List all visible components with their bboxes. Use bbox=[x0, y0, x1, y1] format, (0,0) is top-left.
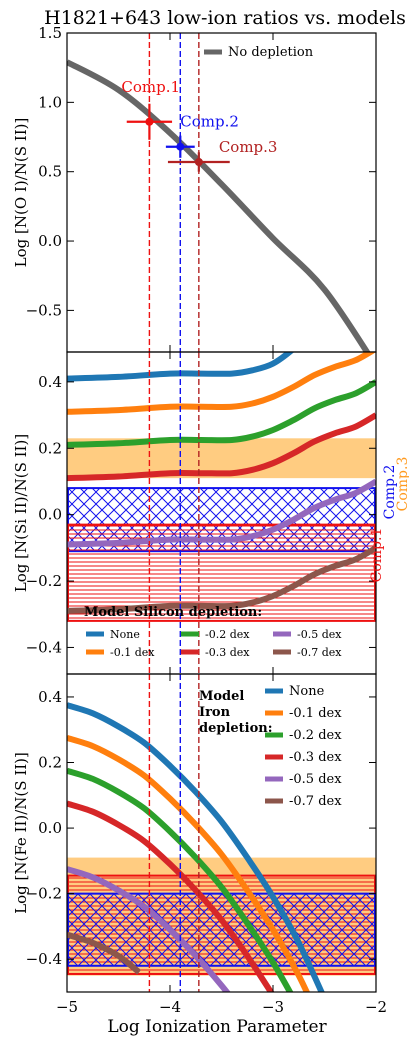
plot-area-oxygen bbox=[67, 33, 371, 352]
legend-entry-02dex-label: -0.2 dex bbox=[289, 728, 342, 743]
band-hatch bbox=[67, 892, 376, 967]
series-line-iron bbox=[67, 767, 294, 992]
y-tick-label: −0.4 bbox=[26, 950, 62, 968]
y-tick-label: 1.5 bbox=[38, 24, 62, 42]
series-line-oxygen bbox=[67, 59, 371, 352]
figure-title: H1821+643 low-ion ratios vs. models bbox=[44, 7, 406, 29]
data-point bbox=[176, 142, 185, 151]
legend-entry-01dex-label: -0.1 dex bbox=[289, 706, 342, 721]
y-tick-label: 0.4 bbox=[38, 373, 62, 391]
y-tick-label: 0.5 bbox=[38, 163, 62, 181]
y-tick-label: 0.4 bbox=[38, 688, 62, 706]
x-tick-label: −2 bbox=[365, 998, 387, 1016]
legend-entry-no-depletion-label: No depletion bbox=[228, 45, 314, 60]
series-line-iron bbox=[67, 702, 325, 992]
data-point bbox=[145, 117, 154, 126]
band-comp2-iron bbox=[67, 892, 376, 967]
y-tick-label: 0.0 bbox=[38, 819, 62, 837]
series-line-silicon bbox=[67, 545, 376, 614]
x-axis-label: Log Ionization Parameter bbox=[107, 1017, 327, 1037]
y-tick-label: −0.5 bbox=[26, 301, 62, 319]
point-label-comp3: Comp.3 bbox=[219, 138, 278, 156]
y-axis-label-iron: Log [N(Fe II)/N(S II)] bbox=[12, 752, 30, 914]
y-tick-label: −0.2 bbox=[26, 885, 62, 903]
y-axis-iron: 0.4 0.2 0.0 −0.2 −0.4 bbox=[26, 674, 377, 992]
plot-area-silicon bbox=[67, 352, 376, 674]
y-tick-label: −0.4 bbox=[26, 638, 62, 656]
y-tick-label: 1.0 bbox=[38, 93, 62, 111]
legend-entry-02dex-label: -0.2 dex bbox=[205, 628, 250, 641]
panel-silicon: 0.4 0.2 0.0 −0.2 −0.4 Log [N(Si II)/N(S II)] M… bbox=[12, 351, 409, 675]
series-line-iron bbox=[67, 800, 275, 992]
legend-entry-05dex-label: -0.5 dex bbox=[297, 628, 342, 641]
series-line-silicon bbox=[67, 352, 376, 415]
x-tick-label: −3 bbox=[262, 998, 284, 1016]
legend-silicon: Model Silicon depletion: None -0.1 dex -0.2… bbox=[84, 457, 409, 659]
plot-area-iron bbox=[67, 674, 376, 992]
panel-frame-iron bbox=[66, 673, 377, 993]
y-tick-label: 0.2 bbox=[38, 754, 62, 772]
series-line-silicon bbox=[67, 352, 295, 382]
y-axis-silicon: 0.4 0.2 0.0 −0.2 −0.4 bbox=[26, 352, 377, 674]
point-label-comp1: Comp.1 bbox=[121, 78, 180, 96]
measurement-comp3 bbox=[167, 152, 230, 172]
data-point bbox=[194, 157, 203, 166]
panel-oxygen: 1.5 1.0 0.5 0.0 −0.5 Log [N(O I)/N(S II)] No d… bbox=[12, 24, 377, 353]
legend-entry-03dex-label: -0.3 dex bbox=[289, 750, 342, 765]
series-line-iron bbox=[67, 931, 141, 975]
band-label-comp3: Comp.3 bbox=[395, 457, 409, 512]
legend-entry-05dex-label: -0.5 dex bbox=[289, 772, 342, 787]
y-tick-label: −0.2 bbox=[26, 572, 62, 590]
legend-entry-01dex-label: -0.1 dex bbox=[110, 646, 155, 659]
legend-title-line: Iron bbox=[199, 705, 231, 720]
panel-frame-oxygen bbox=[66, 32, 377, 353]
y-axis-label-oxygen: Log [N(O I)/N(S II)] bbox=[12, 118, 30, 268]
y-tick-label: 0.0 bbox=[38, 232, 62, 250]
legend-entry-03dex-label: -0.3 dex bbox=[205, 646, 250, 659]
x-tick-label: −4 bbox=[159, 998, 181, 1016]
band-label-comp2: Comp.2 bbox=[382, 465, 398, 520]
legend-title: Model Silicon depletion: bbox=[84, 605, 262, 620]
legend-entry-07dex-label: -0.7 dex bbox=[289, 794, 342, 809]
series-line-silicon bbox=[67, 478, 376, 548]
band-label-comp1: Comp.1 bbox=[369, 528, 385, 583]
series-line-iron bbox=[67, 735, 311, 992]
series-line-silicon bbox=[67, 412, 376, 482]
legend-entry-None-label: None bbox=[289, 684, 325, 699]
y-axis-label-silicon: Log [N(Si II)/N(S II)] bbox=[12, 434, 30, 592]
series-line-iron bbox=[67, 866, 231, 992]
legend-title-line: depletion: bbox=[199, 721, 273, 736]
y-tick-label: 0.0 bbox=[38, 506, 62, 524]
x-tick-label: −5 bbox=[56, 998, 78, 1016]
y-tick-label: 0.2 bbox=[38, 439, 62, 457]
legend-entry-07dex-label: -0.7 dex bbox=[297, 646, 342, 659]
legend-title-line: Model bbox=[199, 689, 244, 704]
legend-entry-None-label: None bbox=[110, 628, 140, 641]
y-axis-oxygen: 1.5 1.0 0.5 0.0 −0.5 bbox=[26, 24, 377, 352]
measurement-comp1 bbox=[126, 103, 173, 140]
series-line-silicon bbox=[67, 379, 376, 448]
point-label-comp2: Comp.2 bbox=[180, 113, 239, 131]
panel-iron: 0.4 0.2 0.0 −0.2 −0.4 Log [N(Fe II)/N(S II)] M… bbox=[12, 673, 387, 1016]
measurement-comp2 bbox=[165, 135, 195, 158]
